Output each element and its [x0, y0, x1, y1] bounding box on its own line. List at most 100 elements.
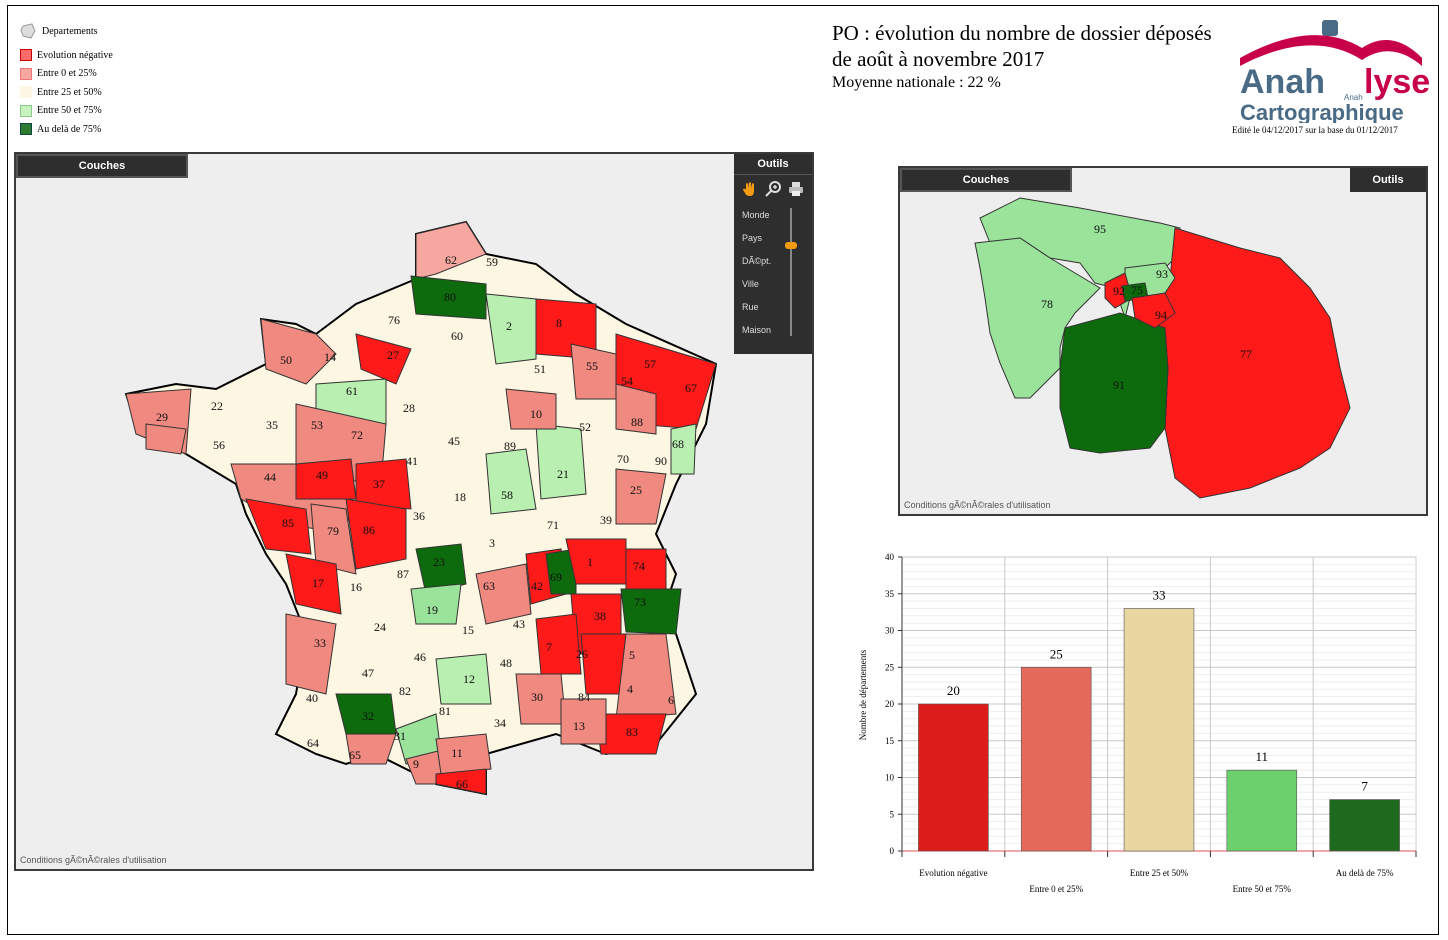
france-map-panel[interactable]: 62 59 80 76 60 2 8 50 14 27 61 51 55 57 … [14, 152, 814, 871]
region-78[interactable] [974, 237, 1101, 399]
region-gironde[interactable] [285, 613, 337, 695]
print-icon[interactable] [788, 181, 804, 197]
region-haut-rhin[interactable] [670, 423, 697, 475]
region-doubs[interactable] [615, 468, 667, 525]
chart-y-tick-label: 25 [885, 662, 895, 672]
region-charente-maritime[interactable] [285, 553, 342, 615]
dep-label: 65 [349, 748, 361, 762]
legend-swatch-lightgreen [20, 104, 32, 117]
zoom-level-monde[interactable]: Monde [742, 210, 770, 220]
dep-label: 54 [621, 374, 633, 388]
region-indre-et-loire[interactable] [355, 458, 412, 510]
region-hautes-alpes[interactable] [615, 633, 677, 720]
dep-label: 75 [1131, 283, 1143, 297]
dep-label: 17 [312, 576, 324, 590]
chart-category-label: Au delà de 75% [1336, 868, 1394, 878]
dep-label: 22 [211, 399, 223, 413]
chart-bar [1329, 799, 1400, 852]
france-map[interactable]: 62 59 80 76 60 2 8 50 14 27 61 51 55 57 … [16, 154, 812, 869]
region-deux-sevres[interactable] [310, 503, 357, 575]
region-ain[interactable] [565, 538, 627, 585]
dep-label: 18 [454, 490, 466, 504]
region-drome[interactable] [580, 633, 627, 695]
zoom-level-pays[interactable]: Pays [742, 233, 763, 243]
region-aveyron[interactable] [435, 653, 492, 705]
dep-label: 2 [506, 319, 512, 333]
chart-data-label: 11 [1256, 749, 1269, 764]
region-aude[interactable] [435, 733, 492, 775]
dep-label: 67 [685, 381, 697, 395]
chart-y-tick-label: 35 [885, 589, 895, 599]
chart-bar-group: 11 [1226, 749, 1298, 852]
region-ardeche[interactable] [535, 613, 582, 675]
dep-label: 32 [362, 709, 374, 723]
dep-label: 90 [655, 454, 667, 468]
chart-bar [1123, 608, 1195, 852]
region-vendee[interactable] [245, 498, 312, 555]
tab-couches-idf[interactable]: Couches [900, 168, 1072, 192]
dep-label: 77 [1240, 347, 1252, 361]
region-puy-de-dome[interactable] [475, 563, 532, 625]
region-eure[interactable] [355, 333, 412, 385]
dep-label: 29 [156, 410, 168, 424]
idf-map-panel[interactable]: 95 93 92 75 94 78 91 77 Couches Outils C… [898, 166, 1428, 516]
dep-label: 92 [1113, 284, 1125, 298]
zoom-level-dept[interactable]: DÃ©pt. [742, 256, 772, 266]
dep-label: 62 [445, 253, 457, 267]
region-vienne[interactable] [345, 498, 407, 570]
region-bouches-du-rhone[interactable] [560, 698, 607, 745]
region-meurthe[interactable] [615, 383, 657, 435]
legend-item: Entre 25 et 50% [20, 83, 113, 102]
region-hautes-pyrenees[interactable] [345, 733, 397, 765]
hand-icon[interactable] [742, 181, 758, 197]
department-labels: 62 59 80 76 60 2 8 50 14 27 61 51 55 57 … [156, 253, 697, 791]
chart-y-tick-label: 15 [885, 736, 895, 746]
region-94[interactable] [1131, 292, 1176, 329]
conditions-link[interactable]: Conditions gÃ©nÃ©rales d'utilisation [20, 855, 167, 865]
dep-label: 19 [426, 603, 438, 617]
dep-label: 15 [462, 623, 474, 637]
region-creuse[interactable] [415, 543, 467, 595]
chart-y-tick-label: 40 [885, 552, 895, 562]
dep-label: 36 [413, 509, 425, 523]
region-aisne[interactable] [485, 293, 537, 365]
region-normandie-west[interactable] [260, 318, 337, 385]
conditions-link-idf[interactable]: Conditions gÃ©nÃ©rales d'utilisation [904, 500, 1051, 510]
dep-label: 43 [513, 617, 525, 631]
zoom-slider-handle[interactable] [785, 242, 797, 249]
region-nievre[interactable] [485, 448, 537, 515]
region-cote-dor[interactable] [535, 423, 587, 500]
dep-label: 24 [374, 620, 386, 634]
tab-outils[interactable]: Outils [734, 154, 812, 175]
zoom-slider-track[interactable] [790, 208, 792, 336]
legend: Departements Evolution négative Entre 0 … [20, 22, 113, 139]
dep-label: 81 [439, 704, 451, 718]
zoom-level-maison[interactable]: Maison [742, 325, 772, 335]
chart-y-tick-label: 5 [890, 809, 895, 819]
region-correze[interactable] [410, 583, 462, 625]
region-haute-savoie[interactable] [625, 548, 667, 595]
region-aube[interactable] [505, 388, 557, 430]
bar-chart: 20 25 33 11 7 0 5 10 15 20 25 30 35 40 Evolution néga… [850, 545, 1430, 900]
region-savoie[interactable] [620, 588, 682, 635]
tab-outils-idf[interactable]: Outils [1350, 168, 1426, 192]
region-somme[interactable] [410, 275, 487, 320]
dep-label: 91 [1113, 378, 1125, 392]
region-77[interactable] [1154, 227, 1351, 499]
dep-label: 49 [316, 468, 328, 482]
legend-item: Entre 50 et 75% [20, 102, 113, 121]
dep-label: 63 [483, 579, 495, 593]
dep-label: 64 [307, 736, 319, 750]
region-cotes-armor[interactable] [145, 423, 187, 455]
dep-label: 73 [634, 595, 646, 609]
legend-label: Au delà de 75% [37, 123, 102, 135]
zoom-in-icon[interactable] [765, 181, 781, 197]
chart-category-label: Entre 25 et 50% [1130, 868, 1189, 878]
zoom-level-rue[interactable]: Rue [742, 302, 759, 312]
tab-couches[interactable]: Couches [16, 154, 188, 178]
zoom-level-ville[interactable]: Ville [742, 279, 759, 289]
region-pyrenees-orientales[interactable] [435, 768, 487, 795]
region-nord[interactable] [415, 221, 487, 280]
idf-map[interactable]: 95 93 92 75 94 78 91 77 [900, 168, 1426, 514]
legend-layer[interactable]: Departements [20, 22, 113, 40]
